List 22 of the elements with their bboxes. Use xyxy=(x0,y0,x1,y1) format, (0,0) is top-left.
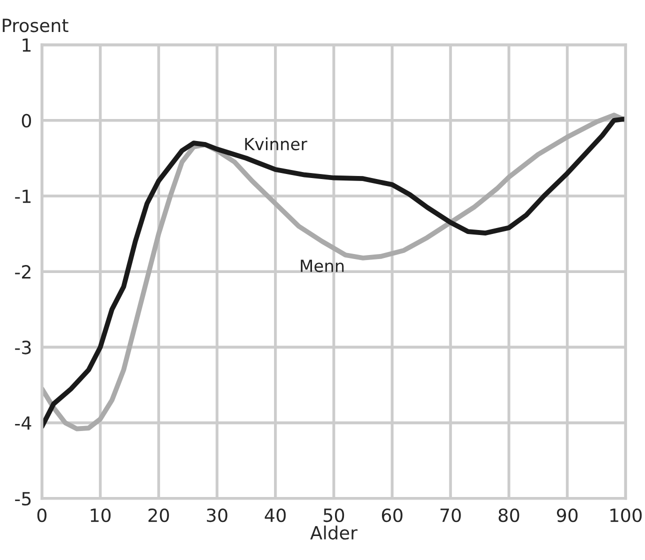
x-tick-label: 80 xyxy=(498,508,520,522)
x-tick-label: 50 xyxy=(324,508,344,522)
x-tick-label: 10 xyxy=(90,508,111,522)
x-tick-label: 40 xyxy=(264,508,286,522)
y-axis-title: Prosent xyxy=(2,18,68,32)
x-tick-label: 100 xyxy=(610,508,642,522)
x-tick-label: 60 xyxy=(382,508,402,522)
y-tick-label: 1 xyxy=(22,38,31,52)
x-axis-title: Alder xyxy=(310,526,358,540)
x-tick-label: 20 xyxy=(148,508,169,522)
series-label: Kvinner xyxy=(245,137,308,150)
x-tick-label: 70 xyxy=(440,508,461,522)
x-tick-label: 90 xyxy=(556,508,578,522)
series-label: Menn xyxy=(300,260,344,272)
y-tick-label: -1 xyxy=(15,190,31,203)
y-tick-label: -5 xyxy=(15,492,31,506)
y-tick-label: 0 xyxy=(22,114,32,128)
y-tick-label: -4 xyxy=(15,416,32,430)
y-tick-label: -3 xyxy=(15,340,31,354)
x-tick-label: 30 xyxy=(206,508,228,522)
x-tick-label: 0 xyxy=(37,508,46,522)
y-tick-label: -2 xyxy=(15,265,30,278)
